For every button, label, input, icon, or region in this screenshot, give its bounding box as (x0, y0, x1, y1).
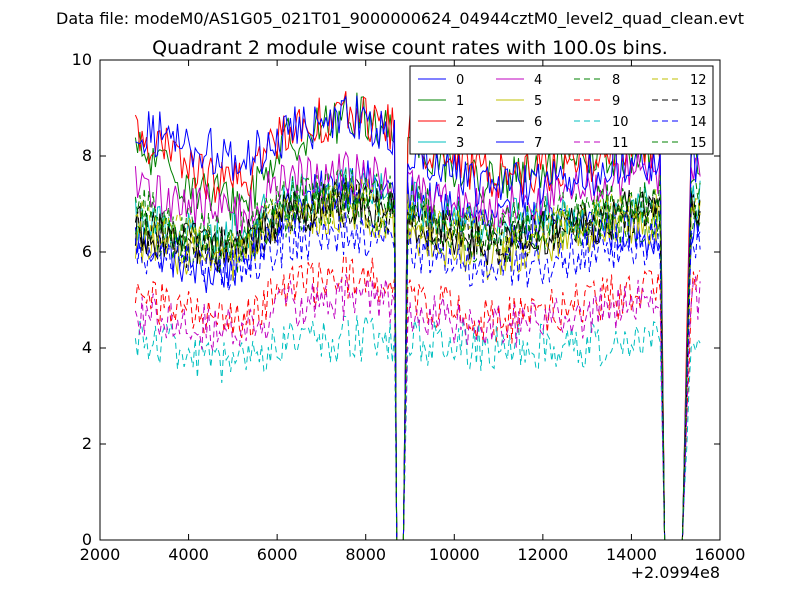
series-line-13 (134, 178, 701, 540)
legend-label-2: 2 (456, 115, 464, 130)
legend-label-1: 1 (456, 94, 464, 109)
y-tick-label: 2 (82, 434, 92, 453)
x-tick-label: 16000 (695, 545, 746, 564)
ticks-layer: 2000 4000 6000 8000 10000 12000 14000 16000 0 2 4 6… (72, 50, 746, 564)
x-tick-label: 2000 (80, 545, 121, 564)
series-line-9 (134, 254, 701, 540)
series-line-5 (134, 186, 701, 540)
y-tick-label: 0 (82, 530, 92, 549)
legend-label-5: 5 (534, 94, 542, 109)
legend-label-0: 0 (456, 73, 464, 88)
y-tick-label: 10 (72, 50, 92, 69)
y-tick-label: 8 (82, 146, 92, 165)
x-tick-label: 8000 (345, 545, 386, 564)
series-line-0 (134, 160, 701, 540)
x-tick-label: 10000 (429, 545, 480, 564)
legend-label-12: 12 (690, 73, 707, 88)
legend-label-13: 13 (690, 94, 707, 109)
chart-title: Quadrant 2 module wise count rates with … (152, 37, 668, 59)
legend-label-15: 15 (690, 136, 707, 151)
series-line-14 (134, 212, 701, 540)
x-tick-label: 14000 (606, 545, 657, 564)
legend-label-9: 9 (612, 94, 620, 109)
series-line-4 (134, 150, 701, 540)
legend-label-11: 11 (612, 136, 629, 151)
legend-box (409, 65, 714, 155)
series-line-15 (134, 167, 701, 540)
legend-label-6: 6 (534, 115, 542, 130)
legend-label-8: 8 (612, 73, 620, 88)
x-tick-label: 12000 (517, 545, 568, 564)
series-line-8 (134, 181, 701, 540)
series-line-12 (135, 178, 701, 540)
legend-label-14: 14 (690, 115, 707, 130)
legend-label-7: 7 (534, 136, 542, 151)
x-tick-label: 4000 (168, 545, 209, 564)
x-offset-label: +2.0994e8 (631, 563, 720, 582)
legend-label-4: 4 (534, 73, 542, 88)
y-tick-label: 4 (82, 338, 92, 357)
series-line-11 (134, 274, 701, 540)
x-tick-label: 6000 (257, 545, 298, 564)
data-file-label: Data file: modeM0/AS1G05_021T01_90000006… (56, 9, 744, 29)
legend-label-3: 3 (456, 136, 464, 151)
y-tick-label: 6 (82, 242, 92, 261)
plot-frame (99, 59, 721, 541)
series-line-10 (134, 315, 701, 540)
legend-label-10: 10 (612, 115, 629, 130)
